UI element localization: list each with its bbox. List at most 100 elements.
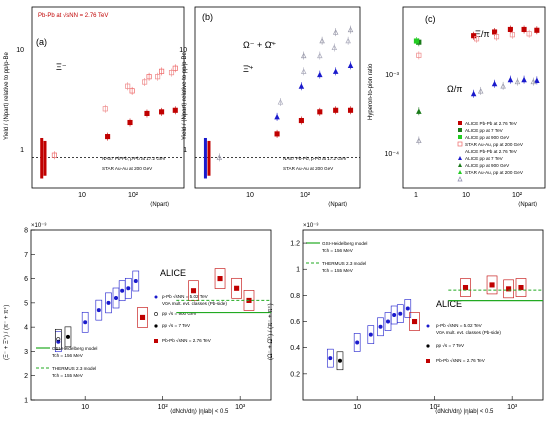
panel-d-point-0-7 (133, 278, 138, 283)
panel-e-leg-ppb2: V0A mult. evt. classes (Pb-side) (436, 330, 501, 335)
panel-e-syst-box-2-2 (486, 275, 498, 295)
panel-e-point-0-7 (405, 306, 410, 311)
panel-d-marks (54, 268, 271, 353)
panel_e-ytick-label-3: 0.8 (290, 293, 300, 300)
panel-b-series-label-1: Ω⁻ + Ω̄⁺ (243, 40, 276, 50)
panel-b-point-0-1 (298, 83, 305, 89)
panel-c-point-2-0 (413, 38, 419, 44)
panel_d-ytick-label-2: 3 (24, 349, 28, 356)
panel-e-point-2-2 (489, 282, 495, 288)
panel-b: (b) Ω⁻ + Ω̄⁺ Ξ̄⁺ 10 1 10 10² ⟨Npart⟩ Yie… (179, 6, 361, 208)
panel_e-ytick-label-1: 0.4 (290, 345, 300, 352)
panel-c-point-0-2 (507, 26, 513, 33)
panel-d-point-0-5 (120, 288, 125, 293)
panel-b-point-1-3 (333, 107, 339, 113)
panel-e-gsi: GSI-Heidelberg model (322, 241, 367, 246)
panel-e-syst-box-2-1 (460, 278, 471, 297)
panel-c-xtick-10: 10 (462, 192, 470, 199)
panel-b-point-2-1 (300, 52, 307, 59)
panel-b-point-1-1 (298, 117, 304, 124)
panel-e-point-1-0 (337, 358, 342, 363)
panel-e-syst-box-0-3 (377, 317, 384, 337)
panel_d-ytick-label-3: 4 (24, 325, 28, 332)
panel-b-point-2-4 (347, 26, 354, 33)
panel-c-legend-swatch-7 (457, 176, 463, 182)
panel-c-point-6-0 (416, 137, 422, 144)
panel-a-ylabel: Yield / ⟨Npart⟩ relative to pp/p-Be (3, 52, 10, 140)
panel-e-gsi-t: Tch = 156 MeV (322, 248, 354, 253)
panel-a-frame (31, 6, 185, 189)
panel-c-xtick-1: 1 (414, 192, 418, 199)
panel-b-norm-bar-1 (203, 137, 207, 179)
panel-c-point-0-1 (492, 29, 498, 35)
panel-e-point-2-0 (411, 318, 418, 325)
panel-a-xtick-100: 10² (128, 192, 139, 199)
panel-b-point-2-2 (319, 37, 325, 44)
panel-a-point-1-1 (129, 88, 135, 94)
panel-a-point-2-4 (168, 70, 175, 76)
panel-a-series-label: Ξ⁻ (56, 62, 67, 72)
panel-b-ytick-10: 10 (179, 47, 187, 54)
panel-c-point-6-4 (530, 78, 537, 85)
panel-c-legend-swatch-4 (458, 156, 462, 160)
panel-e-leg-pbpb: Pb-Pb √sNN = 2.76 TeV (436, 358, 486, 363)
panel-c-xtick-100: 10² (512, 192, 523, 199)
panel-e-syst-box-2-0 (409, 312, 420, 331)
panel-c-legend-0: ALICE Pb-Pb at 2.76 TeV (465, 121, 518, 126)
panel-d-gsi-t: Tch = 156 MeV (52, 353, 84, 358)
panel-d-point-1-0 (56, 337, 61, 342)
panel-b-point-1-0 (274, 131, 280, 137)
panel-c-tag: (c) (425, 14, 436, 24)
panel-e-point-2-1 (462, 284, 469, 291)
panel-c-point-4-2 (507, 76, 514, 83)
panel_d-ytick-label-1: 2 (24, 373, 28, 380)
panel-b-legend-star: STAR Au-Au at 200 GeV (283, 166, 334, 171)
panel_e-ytick-label-2: 0.6 (290, 319, 300, 326)
panel-e-leg-pp7-swatch (426, 344, 430, 348)
panel_d-ytick-label-7: 8 (24, 228, 28, 235)
panel-b-point-1-4 (347, 107, 354, 113)
panel-d-leg-pp900-swatch (154, 312, 158, 316)
panel-e-thermus-t: Tch = 155 MeV (322, 268, 354, 273)
panel-c-legend-swatch-2 (458, 135, 462, 139)
panel-c-point-6-1 (477, 87, 484, 94)
panel_d-ytick-label-4: 5 (24, 300, 28, 307)
panel-d-gsi: GSI-Heidelberg model (52, 346, 97, 351)
panel_e-xtick-label-1: 10² (430, 404, 441, 411)
panel-c-point-5-0 (416, 108, 422, 114)
panel-a-point-0-3 (159, 109, 165, 115)
panel-e-point-2-4 (518, 284, 524, 291)
panel-e-ylabel: (Ω⁻ + Ω̄⁺) / (π⁻ + π⁺) (267, 303, 274, 360)
panel-d-point-0-4 (114, 295, 119, 300)
panel-a-legend-star: STAR Au-Au at 200 GeV (102, 166, 153, 171)
panel-a-header: Pb-Pb at √sNN = 2.76 TeV (38, 12, 108, 19)
panel-e-syst-box-2-4 (515, 278, 527, 297)
panel-c-point-6-3 (514, 78, 521, 85)
panel-e-point-0-3 (378, 324, 383, 329)
panel-e-point-0-1 (355, 340, 360, 345)
panel-e-syst-box-1-0 (336, 351, 344, 371)
panel-d-ylabel: (Ξ⁻ + Ξ̄⁺) / (π⁻ + π⁺) (3, 305, 10, 360)
panel-e-point-0-5 (392, 312, 397, 317)
panel-c-ytick-1e-4: 10⁻⁴ (385, 151, 400, 158)
panel-d-syst-box-0-1 (81, 311, 89, 333)
panel-e-leg-pbpb-swatch (426, 359, 430, 363)
panel-d-syst-box-2-0 (64, 326, 72, 348)
panel-e-leg-pp7: pp √s = 7 TeV (436, 343, 465, 348)
panel-d-alice: ALICE (160, 268, 186, 278)
panel-b-norm-bar-2 (207, 140, 211, 176)
panel-a-point-2-3 (155, 74, 161, 80)
panel_e-ytick-label-5: 1.2 (290, 241, 300, 248)
panel_d-ytick-label-0: 1 (24, 398, 28, 405)
panel-a: Pb-Pb at √sNN = 2.76 TeV (a) Ξ⁻ 10 1 10 … (3, 6, 185, 208)
panel-a-point-0-1 (127, 119, 133, 126)
panel_d-xtick-label-1: 10² (158, 404, 169, 411)
panel-e-thermus: THERMUS 2.3 model (322, 261, 366, 266)
panel-c-legend-swatch-0 (458, 121, 462, 125)
panel-e-syst-box-0-0 (326, 348, 334, 368)
panel-c-ytick-1e-3: 10⁻³ (385, 72, 399, 79)
panel-d-frame (30, 229, 272, 401)
panel-d-thermus: THERMUS 2.3 model (52, 366, 96, 371)
panel_e-ytick-label-4: 1 (296, 267, 300, 274)
panel-b-point-0-2 (317, 71, 323, 78)
